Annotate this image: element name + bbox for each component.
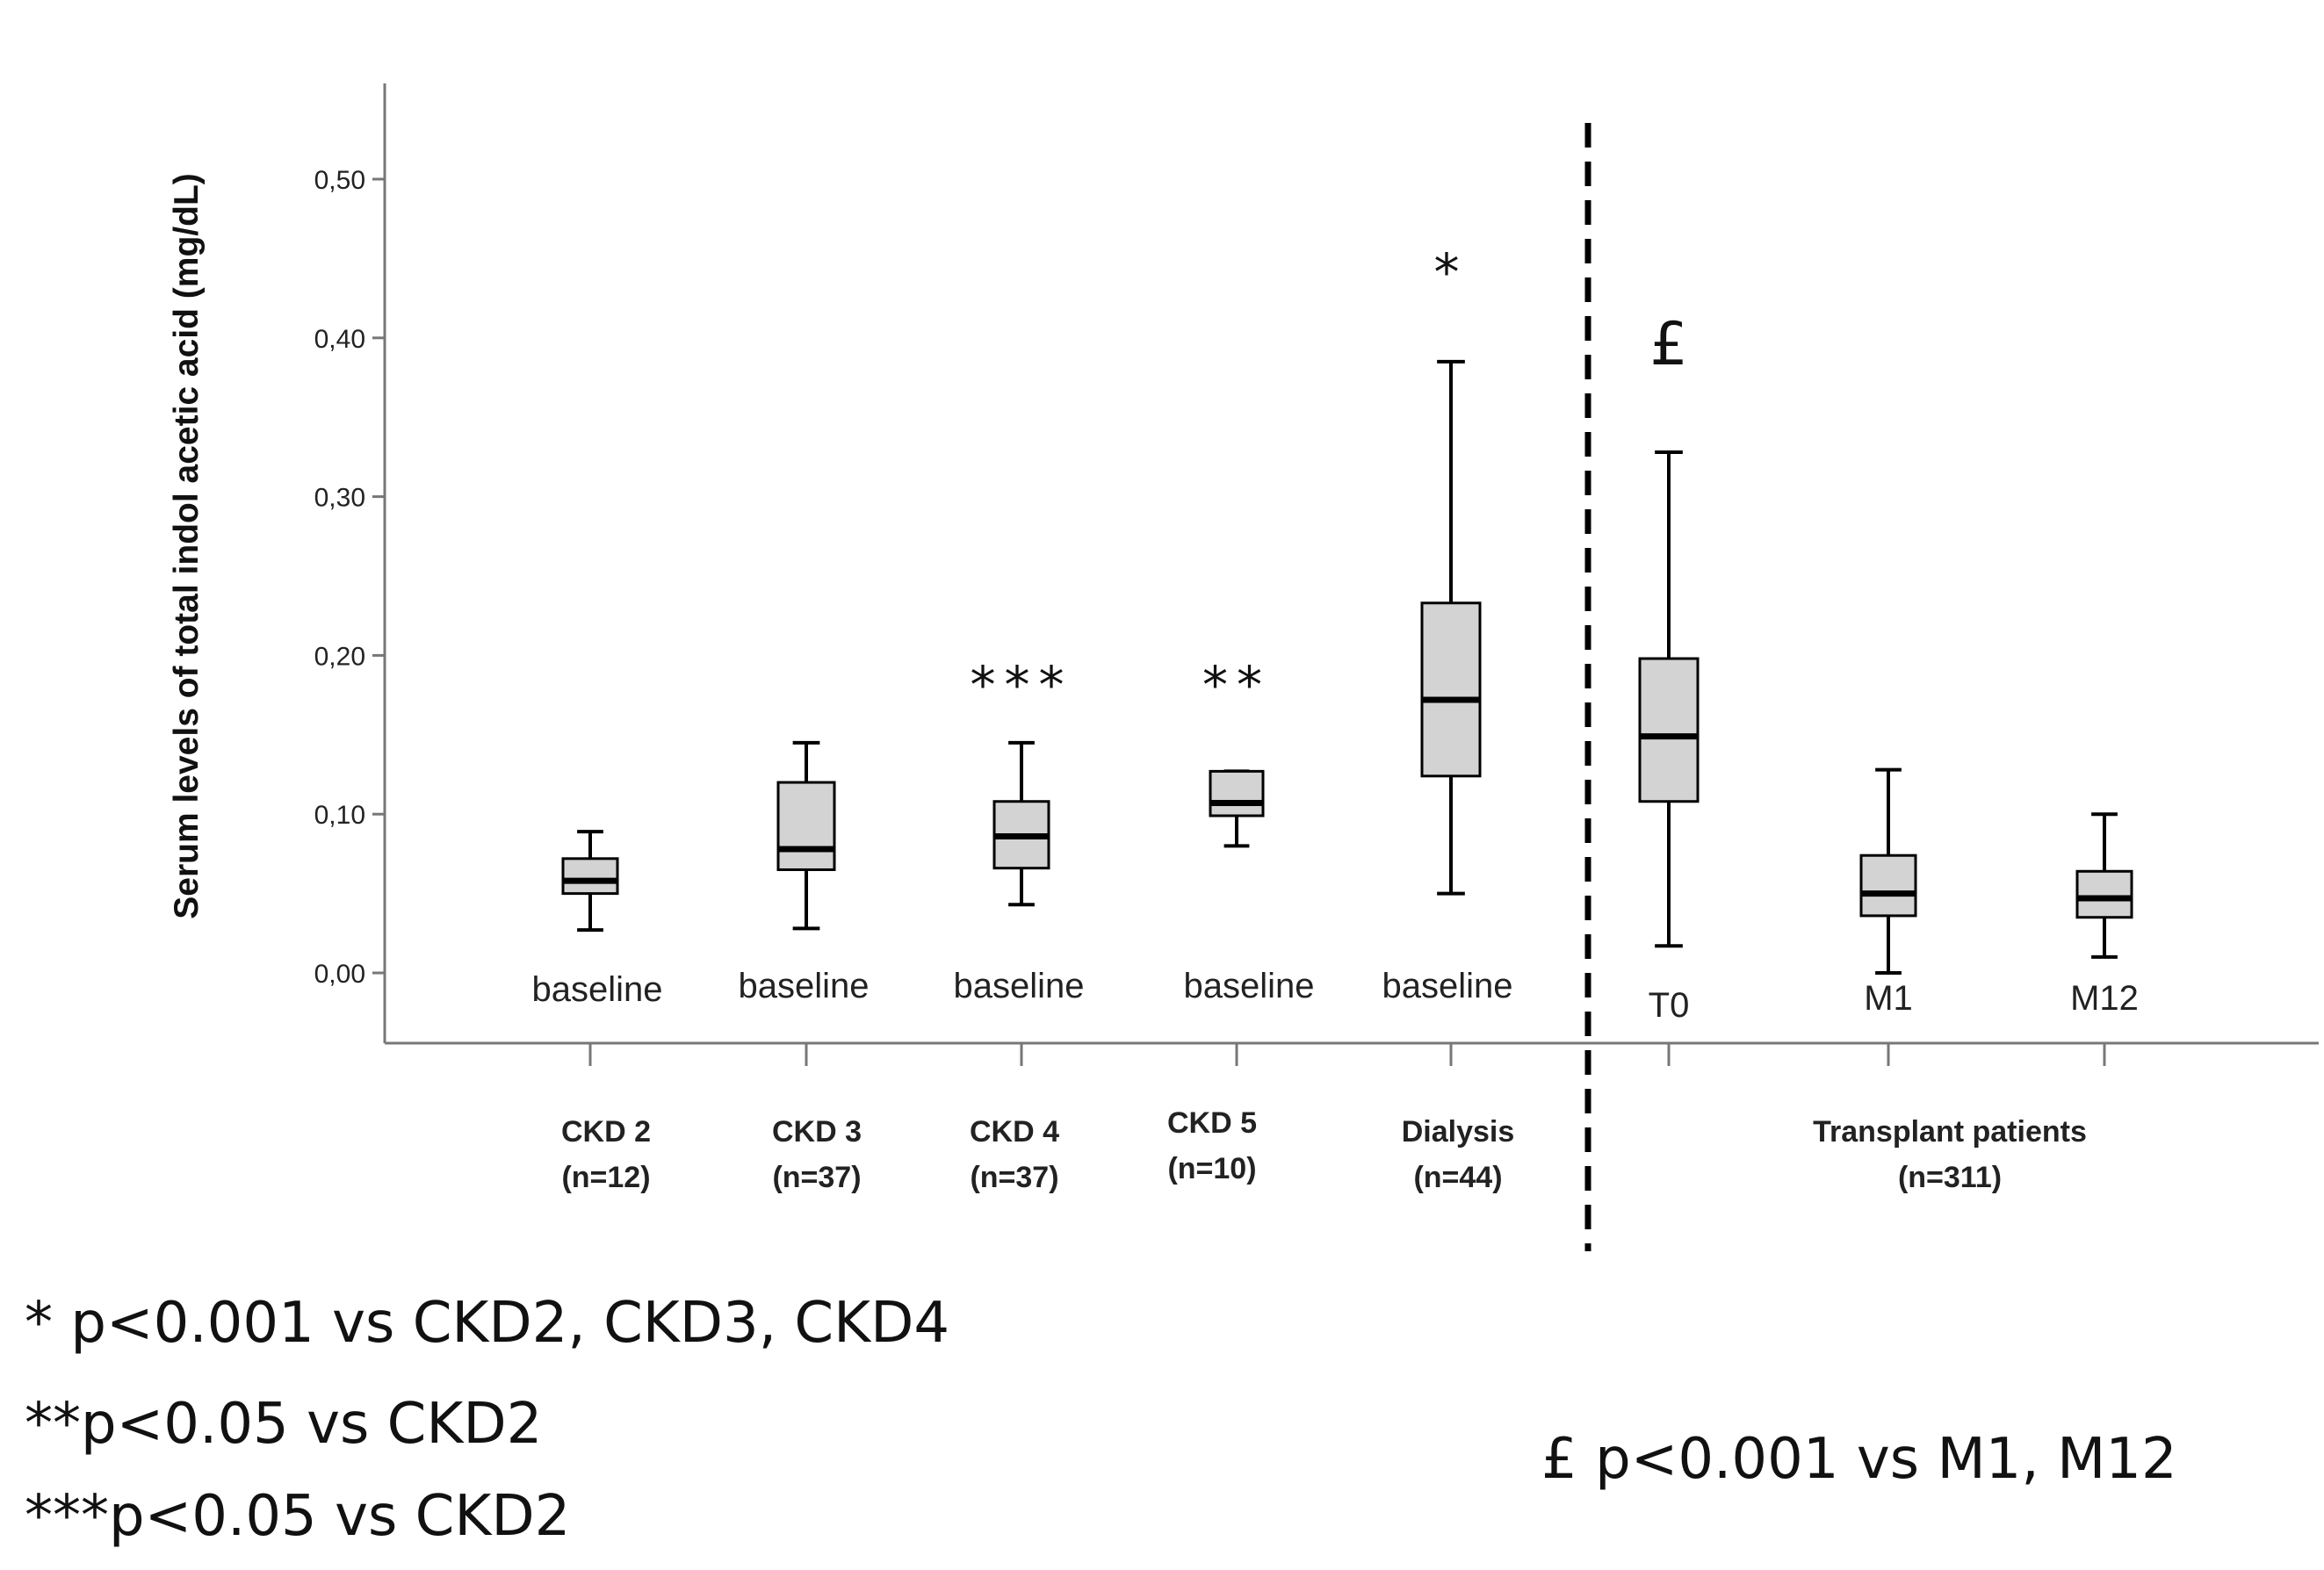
boxes: *** ***£ bbox=[561, 242, 2133, 1066]
iqr-box bbox=[1420, 601, 1482, 778]
iqr-box bbox=[1859, 853, 1917, 918]
box-m12 bbox=[2075, 812, 2133, 1066]
significance-mark: ** bbox=[1202, 655, 1271, 715]
group-label-ckd2: CKD 2 bbox=[561, 1115, 651, 1149]
box-m1 bbox=[1859, 767, 1917, 1066]
footnote-three-star: ***p<0.05 vs CKD2 bbox=[25, 1484, 571, 1549]
y-tick-label: 0,30 bbox=[314, 484, 365, 513]
y-tick-label: 0,10 bbox=[314, 801, 365, 830]
group-n-ckd3: (n=37) bbox=[772, 1161, 861, 1194]
x-label-ckd5: baseline bbox=[1183, 967, 1314, 1005]
footnote-two-star: **p<0.05 vs CKD2 bbox=[25, 1392, 543, 1457]
y-tick-label: 0,40 bbox=[314, 325, 365, 354]
y-axis-label: Serum levels of total indol acetic acid … bbox=[168, 173, 206, 919]
box-ckd5: ** bbox=[1202, 655, 1271, 1066]
group-label-dialysis: Dialysis bbox=[1402, 1115, 1515, 1149]
footnote-one-star: * p<0.001 vs CKD2, CKD3, CKD4 bbox=[25, 1291, 950, 1356]
iqr-box bbox=[561, 857, 619, 896]
axes bbox=[383, 83, 2319, 1045]
x-label-ckd4: baseline bbox=[953, 967, 1084, 1005]
group-label-ckd3: CKD 3 bbox=[772, 1115, 862, 1149]
y-tick-label: 0,50 bbox=[314, 166, 365, 195]
x-label-ckd3: baseline bbox=[738, 967, 869, 1005]
x-label-dialysis: baseline bbox=[1382, 967, 1512, 1005]
box-dialysis: * bbox=[1420, 242, 1482, 1066]
y-tick-label: 0,20 bbox=[314, 642, 365, 671]
x-label-ckd2: baseline bbox=[531, 970, 662, 1009]
group-n-ckd2: (n=12) bbox=[561, 1161, 650, 1194]
group-label-ckd5: CKD 5 bbox=[1167, 1106, 1257, 1140]
iqr-box bbox=[1638, 657, 1700, 803]
group-n-ckd5: (n=10) bbox=[1167, 1152, 1256, 1185]
x-labels: baseline baseline baseline baseline baseline… bbox=[531, 967, 2138, 1025]
group-n-transplant: (n=311) bbox=[1898, 1161, 2002, 1194]
iqr-box bbox=[1209, 769, 1265, 817]
box-ckd4: *** bbox=[971, 655, 1073, 1066]
group-n-ckd4: (n=37) bbox=[970, 1161, 1058, 1194]
x-label-t0: T0 bbox=[1649, 986, 1690, 1025]
y-axis-ticks: 0,00 0,10 0,20 0,30 0,40 0,50 bbox=[314, 166, 385, 989]
iqr-box bbox=[2075, 869, 2133, 919]
y-tick-label: 0,00 bbox=[314, 960, 365, 989]
footnote-pound: £ p<0.001 vs M1, M12 bbox=[1541, 1427, 2177, 1492]
group-labels: CKD 2 (n=12) CKD 3 (n=37) CKD 4 (n=37) CKD 5 (n… bbox=[561, 1106, 2087, 1194]
group-n-dialysis: (n=44) bbox=[1413, 1161, 1502, 1194]
significance-mark: *** bbox=[971, 655, 1073, 715]
iqr-box bbox=[776, 781, 836, 871]
box-ckd3 bbox=[776, 740, 836, 1066]
x-label-m12: M12 bbox=[2070, 979, 2139, 1018]
group-label-transplant: Transplant patients bbox=[1813, 1115, 2087, 1149]
box-ckd2 bbox=[561, 830, 619, 1066]
group-label-ckd4: CKD 4 bbox=[970, 1115, 1059, 1149]
significance-mark: * bbox=[1434, 242, 1469, 302]
box-t0: £ bbox=[1638, 310, 1700, 1066]
significance-mark: £ bbox=[1649, 310, 1687, 379]
x-label-m1: M1 bbox=[1864, 979, 1913, 1018]
